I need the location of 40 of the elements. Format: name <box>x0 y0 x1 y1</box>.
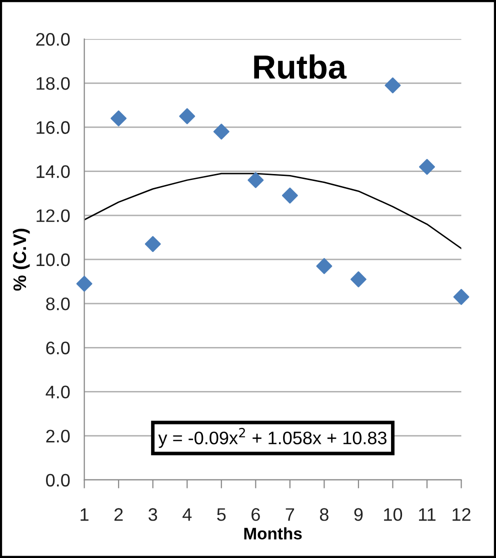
y-tick-label: 10.0 <box>36 253 70 266</box>
y-axis-title: % (C.V) <box>12 228 30 291</box>
annotation: y = -0.09x$^{2}$ + 1.058x + 10.83 <box>158 428 386 448</box>
x-tick-label: 4 <box>182 508 192 521</box>
y-tick-label: 16.0 <box>36 121 70 134</box>
x-tick-label: 1 <box>80 508 88 521</box>
x-axis-title: Months <box>244 527 302 540</box>
y-tick-label: 6.0 <box>46 342 70 354</box>
x-tick-label: 8 <box>320 508 328 521</box>
point <box>248 172 264 188</box>
y-tick-label: 20.0 <box>36 32 70 46</box>
point <box>144 236 161 252</box>
line-series <box>84 172 462 250</box>
y-tick-label: 2.0 <box>46 430 70 443</box>
chart-title: Rutba <box>254 54 347 79</box>
point <box>316 258 332 274</box>
point <box>76 276 92 292</box>
x-tick-label: 7 <box>286 508 294 521</box>
x-tick-label: 12 <box>452 508 470 521</box>
point <box>453 288 470 305</box>
y-tick-label: 8.0 <box>46 297 70 310</box>
x-tick-label: 2 <box>114 508 123 521</box>
y-tick-label: 0.0 <box>46 474 70 487</box>
point <box>384 77 401 94</box>
x-tick-label: 9 <box>354 508 363 521</box>
x-tick-label: 6 <box>252 508 260 521</box>
x-tick-label: 11 <box>419 508 436 521</box>
y-tick-label: 4.0 <box>46 386 70 398</box>
x-tick-label: 5 <box>217 508 226 521</box>
point <box>350 271 366 288</box>
x-tick-label: 10 <box>384 508 402 521</box>
y-tick-label: 12.0 <box>36 209 70 222</box>
point <box>213 124 230 140</box>
point <box>110 110 127 126</box>
point <box>282 188 298 204</box>
point <box>419 158 435 175</box>
y-tick-label: 14.0 <box>36 165 70 178</box>
point <box>179 108 196 124</box>
y-tick-label: 18.0 <box>36 77 70 90</box>
x-tick-label: 3 <box>148 508 158 521</box>
